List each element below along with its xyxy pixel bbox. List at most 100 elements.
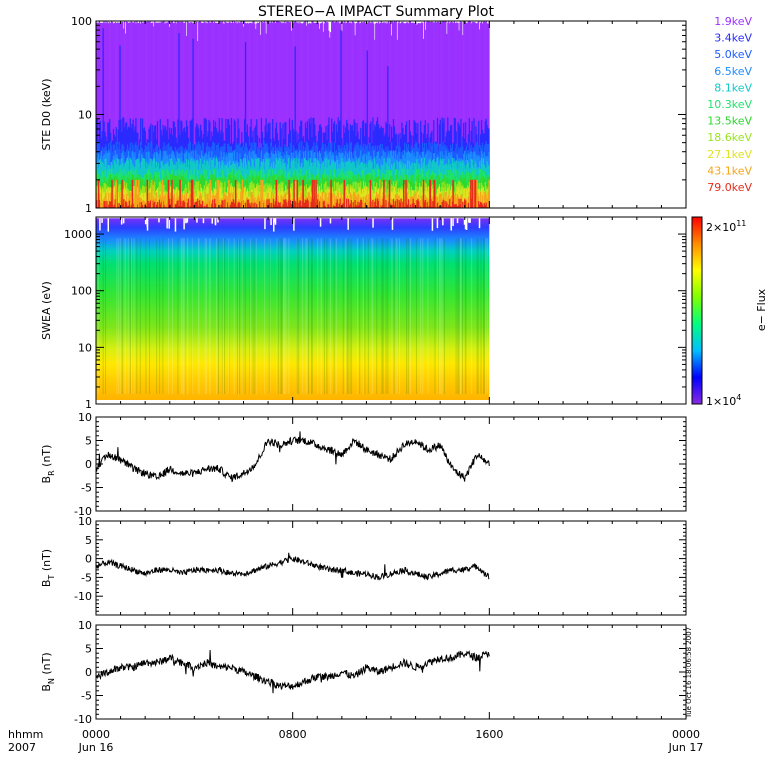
ste-bar <box>404 199 406 208</box>
ste-bar <box>187 22 190 208</box>
ste-bar <box>373 206 375 208</box>
ste-bar <box>227 202 229 208</box>
ste-streak <box>260 179 262 208</box>
ste-bar <box>376 23 379 208</box>
swea-stripe <box>351 238 353 394</box>
ste-bar <box>227 186 229 208</box>
swea-stripe <box>345 238 347 394</box>
swea-stripe <box>483 238 485 394</box>
ste-bar <box>228 22 230 209</box>
ste-bar <box>127 205 130 208</box>
ste-bar <box>112 198 115 208</box>
ste-bar <box>132 22 134 209</box>
ste-bar <box>477 193 479 208</box>
ste-bar <box>416 191 418 208</box>
ste-bar <box>124 21 126 209</box>
swea-gap <box>101 218 103 223</box>
ste-bar <box>300 200 302 208</box>
ste-bar <box>419 23 421 209</box>
swea-stripe <box>443 238 445 394</box>
ste-bar <box>273 204 276 208</box>
ste-bar <box>270 22 272 208</box>
swea-stripe <box>333 238 335 394</box>
ste-streak <box>151 179 153 208</box>
ste-bar <box>154 181 156 208</box>
ste-bar <box>225 195 227 208</box>
ste-bar <box>458 30 460 208</box>
ste-bar <box>279 202 281 208</box>
ste-bar <box>244 42 247 209</box>
ste-bar <box>419 202 421 208</box>
swea-stripe <box>221 238 223 394</box>
ste-bar <box>343 23 345 209</box>
ste-streak <box>190 179 193 208</box>
ste-bar <box>180 180 182 208</box>
swea-stripe <box>183 238 185 394</box>
ste-bar <box>401 189 403 208</box>
ste-bar <box>393 21 396 208</box>
ste-bar <box>225 22 227 208</box>
ste-bar <box>328 192 330 208</box>
ste-bar <box>488 22 490 209</box>
ste-bar <box>283 23 285 208</box>
ste-bar <box>320 22 322 208</box>
ste-streak <box>275 179 278 208</box>
ste-bar <box>113 22 116 209</box>
ste-bar <box>223 192 225 208</box>
ste-bar <box>408 21 411 209</box>
ste-bar <box>121 21 123 208</box>
ste-streak <box>216 179 219 208</box>
ste-bar <box>435 196 438 208</box>
ste-bar <box>273 199 275 208</box>
ste-bar <box>397 195 399 208</box>
ste-bar <box>418 200 420 208</box>
ste-bar <box>400 22 402 208</box>
ste-bar <box>412 198 414 208</box>
ste-bar <box>307 192 309 208</box>
ste-bar <box>150 22 152 209</box>
ste-bar <box>164 196 166 208</box>
ste-bar <box>256 23 258 208</box>
ste-bar <box>361 200 363 208</box>
ste-legend-entry: 18.6keV <box>707 131 752 144</box>
ste-streak <box>476 179 478 208</box>
swea-stripe <box>335 238 337 394</box>
ste-bar <box>199 204 202 208</box>
ste-bar <box>391 35 393 208</box>
ste-bar <box>466 203 469 208</box>
ste-bar <box>264 22 266 209</box>
swea-stripe <box>317 238 319 394</box>
ste-bar <box>281 23 283 208</box>
ste-bar <box>105 206 107 208</box>
ste-bar <box>446 196 448 208</box>
ste-bar <box>198 22 200 208</box>
ste-bar <box>276 21 278 209</box>
ste-bar <box>484 21 486 209</box>
swea-stripe <box>204 238 206 394</box>
ste-bar <box>220 198 222 208</box>
ste-streak <box>471 179 474 208</box>
ste-bar <box>143 200 145 208</box>
ste-bar <box>171 21 174 208</box>
ste-bar <box>118 202 120 208</box>
ste-bar <box>148 22 150 208</box>
ste-bar <box>413 22 415 209</box>
ste-bar <box>476 23 478 209</box>
ste-bar <box>146 21 148 208</box>
ste-bar <box>198 206 200 208</box>
ste-bar <box>96 22 98 208</box>
swea-stripe <box>458 238 460 394</box>
ste-streak <box>313 179 315 208</box>
ste-bar <box>113 200 116 208</box>
ste-bar <box>305 200 308 208</box>
swea-stripe <box>485 238 487 394</box>
ste-bar <box>248 203 250 208</box>
ste-bar <box>307 200 309 208</box>
swea-stripe <box>182 238 184 394</box>
ste-bar <box>314 22 316 209</box>
ste-bar <box>380 188 382 208</box>
ste-bar <box>270 202 272 208</box>
ste-streak <box>429 179 432 208</box>
ste-bar <box>405 23 407 208</box>
ste-bar <box>112 23 115 208</box>
